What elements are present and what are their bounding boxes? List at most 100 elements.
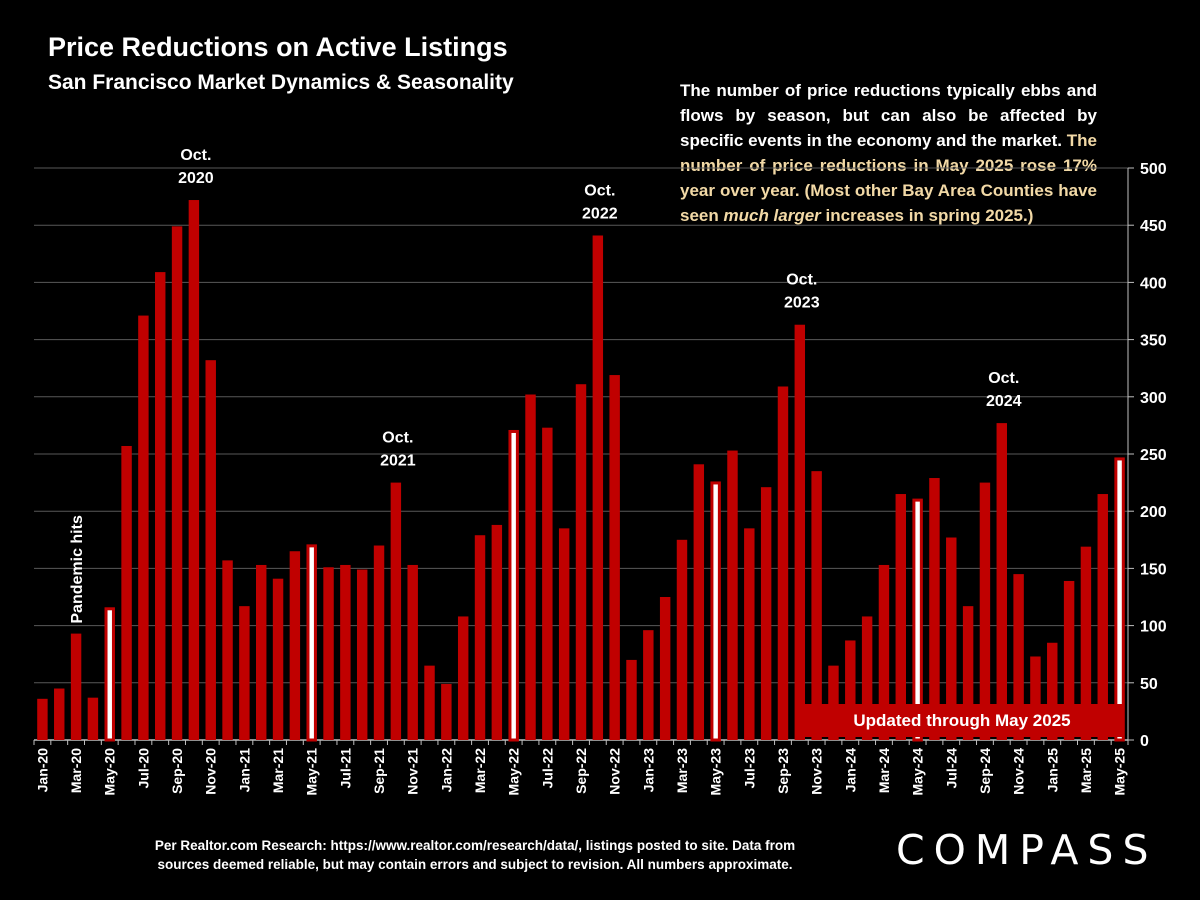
compass-logo: COMPASS: [896, 826, 1158, 874]
x-tick-label: Mar-21: [270, 748, 286, 793]
x-tick-label: Sep-22: [573, 748, 589, 794]
bar-highlight: [710, 481, 721, 742]
bar: [727, 450, 738, 740]
bar: [996, 423, 1007, 740]
bar: [878, 564, 890, 740]
source-footnote: Per Realtor.com Research: https://www.re…: [80, 836, 870, 874]
bar: [441, 683, 452, 740]
x-tick-label: Mar-24: [876, 748, 892, 793]
chart-subtitle: San Francisco Market Dynamics & Seasonal…: [48, 71, 514, 94]
x-tick-label: Jul-20: [135, 748, 151, 789]
bar: [54, 688, 65, 740]
x-tick-label: Jul-23: [741, 748, 757, 789]
bar: [946, 537, 957, 740]
bar: [373, 545, 385, 740]
updated-through-badge: Updated through May 2025: [801, 704, 1123, 737]
note-emphasis: much larger: [723, 206, 821, 225]
x-tick-label: Jan-21: [236, 748, 252, 793]
annotation-label: 2022: [582, 205, 618, 222]
x-tick-label: Jan-23: [640, 748, 656, 793]
bar: [424, 665, 435, 740]
bar: [845, 640, 856, 740]
x-tick-label: May-25: [1112, 748, 1128, 796]
chart-title: Price Reductions on Active Listings: [48, 32, 508, 62]
bar: [525, 394, 536, 740]
pandemic-annotation: Pandemic hits: [69, 515, 86, 624]
annotation-label: Oct.: [584, 182, 615, 199]
bar: [659, 597, 671, 740]
bar: [188, 200, 200, 741]
y-tick-label: 50: [1140, 676, 1158, 693]
bar: [979, 482, 991, 740]
bar: [575, 384, 587, 740]
x-tick-label: Jan-24: [842, 748, 858, 793]
bar: [962, 606, 974, 740]
bar: [1097, 494, 1108, 740]
note-part-4: increases in spring 2025.): [820, 206, 1034, 225]
x-tick-label: Jan-25: [1044, 748, 1060, 793]
bar: [895, 494, 907, 740]
bar: [828, 665, 839, 740]
footnote-line-2: sources deemed reliable, but may contain…: [157, 857, 793, 872]
y-tick-label: 350: [1140, 333, 1167, 350]
bar: [155, 272, 166, 740]
annotation-label: Oct.: [382, 430, 413, 447]
bar: [811, 471, 822, 740]
bar: [1013, 574, 1024, 740]
note-part-1: The number of price reductions typically…: [680, 81, 1097, 150]
note-highlight: The number of price reductions in May 20…: [680, 131, 1097, 225]
bar: [1080, 546, 1092, 740]
bar: [794, 324, 806, 740]
annotation-label: Oct.: [180, 147, 211, 164]
x-tick-label: Sep-24: [977, 748, 993, 794]
x-tick-label: Nov-21: [405, 748, 421, 795]
x-tick-label: Sep-23: [775, 748, 791, 794]
bar: [121, 445, 132, 740]
bar: [676, 539, 688, 740]
bar: [643, 630, 654, 740]
x-tick-label: May-23: [708, 748, 724, 796]
bar: [205, 360, 216, 740]
y-tick-label: 100: [1140, 619, 1167, 636]
bar: [37, 698, 48, 740]
bar: [356, 569, 368, 740]
y-tick-label: 450: [1140, 218, 1167, 235]
bar: [87, 697, 99, 740]
x-tick-label: Mar-23: [674, 748, 690, 793]
x-tick-label: Sep-20: [169, 748, 185, 794]
bar: [70, 633, 82, 740]
bar: [1063, 580, 1075, 740]
y-tick-label: 0: [1140, 733, 1149, 750]
bar: [340, 564, 351, 740]
bar: [239, 606, 250, 740]
bar: [491, 524, 503, 740]
bar: [744, 528, 755, 740]
bar: [1047, 642, 1058, 740]
bar: [390, 482, 402, 740]
x-tick-label: Mar-25: [1078, 748, 1094, 793]
note-part-2: The number of price reductions in May 20…: [680, 131, 1097, 225]
y-tick-label: 400: [1140, 275, 1167, 292]
bar: [777, 386, 789, 740]
bar: [474, 535, 486, 740]
bar: [760, 487, 772, 740]
bar: [289, 551, 301, 740]
x-tick-label: Mar-22: [472, 748, 488, 793]
x-tick-label: Nov-24: [1011, 748, 1027, 795]
bar: [693, 464, 705, 740]
bar-highlight: [508, 429, 519, 742]
x-tick-label: Jul-21: [337, 748, 353, 789]
bar: [222, 560, 233, 740]
bar: [861, 616, 873, 740]
bar: [138, 315, 149, 740]
bar-highlight: [912, 498, 923, 742]
bar: [609, 375, 620, 740]
x-tick-label: May-21: [304, 748, 320, 796]
bar: [1030, 656, 1041, 740]
bar-highlight: [104, 607, 115, 742]
annotation-label: 2021: [380, 453, 416, 470]
y-tick-label: 500: [1140, 161, 1167, 178]
x-tick-label: Nov-23: [809, 748, 825, 795]
x-tick-label: Nov-20: [203, 748, 219, 795]
